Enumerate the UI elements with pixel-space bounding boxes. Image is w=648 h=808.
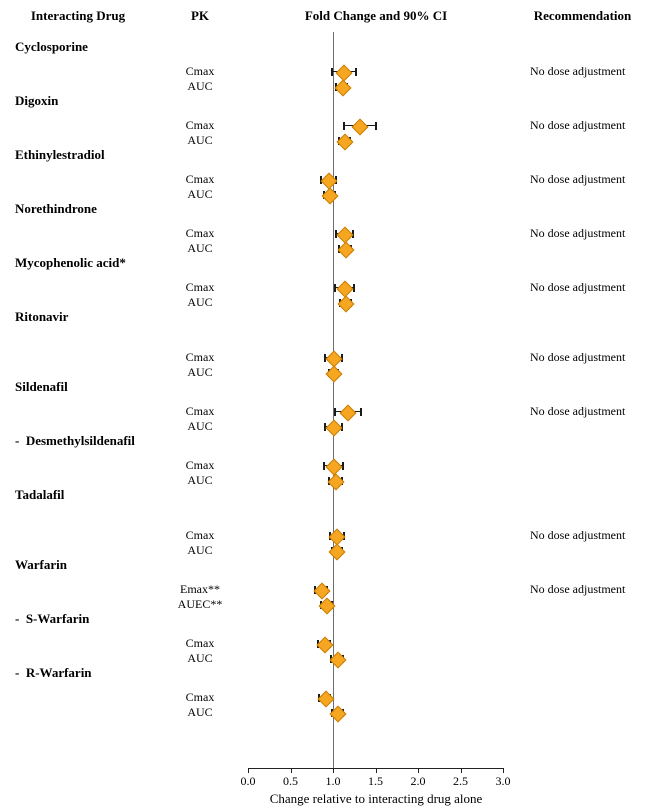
- ci-cap-left: [331, 67, 334, 76]
- pk-parameter-label: AUC: [187, 651, 213, 665]
- x-tick-label: 2.0: [410, 774, 426, 788]
- x-axis-caption: Change relative to interacting drug alon…: [269, 791, 483, 806]
- column-header-recommendation: Recommendation: [533, 8, 632, 23]
- drug-label: Digoxin: [15, 93, 59, 108]
- pk-parameter-label: AUC: [187, 473, 213, 487]
- pk-parameter-label: Cmax: [185, 350, 215, 364]
- ci-cap-left: [333, 283, 336, 292]
- recommendation-text: No dose adjustment: [530, 528, 626, 542]
- ci-cap-left: [324, 422, 327, 431]
- pk-parameter-label: AUC: [187, 187, 213, 201]
- drug-label: Mycophenolic acid*: [15, 255, 126, 270]
- ci-cap-left: [335, 229, 338, 238]
- pk-parameter-label: Cmax: [185, 226, 215, 240]
- ci-cap-left: [343, 121, 346, 130]
- drug-label: Ritonavir: [15, 309, 69, 324]
- drug-label: - S-Warfarin: [15, 611, 90, 626]
- drug-label: Norethindrone: [15, 201, 97, 216]
- drug-label: - Desmethylsildenafil: [15, 433, 135, 448]
- x-tick-mark: [248, 768, 249, 773]
- recommendation-text: No dose adjustment: [530, 172, 626, 186]
- x-tick-mark: [460, 768, 462, 773]
- drug-label: - R-Warfarin: [15, 665, 92, 680]
- ci-cap-right: [342, 461, 345, 470]
- x-tick-label: 1.0: [325, 774, 341, 788]
- drug-label: Warfarin: [15, 557, 67, 572]
- point-estimate-diamond: [339, 404, 357, 421]
- ci-cap-right: [360, 407, 363, 416]
- pk-parameter-label: AUC: [187, 419, 213, 433]
- x-tick-mark: [418, 768, 419, 773]
- ci-cap-left: [322, 461, 325, 470]
- pk-parameter-label: Cmax: [185, 64, 215, 78]
- pk-parameter-label: AUEC**: [177, 597, 223, 611]
- pk-parameter-label: AUC: [187, 133, 213, 147]
- ci-cap-left: [333, 407, 336, 416]
- pk-parameter-label: Cmax: [185, 118, 215, 132]
- recommendation-text: No dose adjustment: [530, 118, 626, 132]
- recommendation-text: No dose adjustment: [530, 280, 626, 294]
- column-header-interacting-drug: Interacting Drug: [30, 8, 126, 23]
- point-estimate-diamond: [317, 690, 334, 707]
- point-estimate-diamond: [325, 458, 343, 475]
- ci-cap-right: [374, 121, 377, 130]
- x-tick-label: 1.5: [368, 774, 383, 788]
- recommendation-text: No dose adjustment: [530, 582, 626, 596]
- recommendation-text: No dose adjustment: [530, 404, 626, 418]
- pk-parameter-label: Cmax: [185, 636, 215, 650]
- recommendation-text: No dose adjustment: [530, 226, 626, 240]
- point-estimate-diamond: [351, 118, 368, 135]
- ci-cap-right: [354, 67, 357, 76]
- column-header-fold-change: Fold Change and 90% CI: [304, 8, 448, 23]
- ci-cap-right: [353, 283, 356, 292]
- recommendation-text: No dose adjustment: [530, 350, 626, 364]
- pk-parameter-label: AUC: [187, 365, 213, 379]
- drug-label: Cyclosporine: [15, 39, 88, 54]
- pk-parameter-label: AUC: [187, 705, 213, 719]
- x-tick-mark: [333, 768, 334, 773]
- drug-label: Ethinylestradiol: [15, 147, 105, 162]
- pk-parameter-label: Cmax: [185, 280, 215, 294]
- x-tick-label: 0.5: [283, 774, 298, 788]
- recommendation-text: No dose adjustment: [530, 64, 626, 78]
- drug-label: Tadalafil: [15, 487, 65, 502]
- pk-parameter-label: Cmax: [185, 404, 215, 418]
- x-tick-label: 2.5: [453, 774, 468, 788]
- pk-parameter-label: AUC: [187, 295, 213, 309]
- column-header-pk: PK: [190, 8, 210, 23]
- pk-parameter-label: Cmax: [185, 458, 215, 472]
- x-tick-mark: [290, 768, 292, 773]
- pk-parameter-label: Cmax: [185, 172, 215, 186]
- pk-parameter-label: Emax**: [180, 582, 220, 596]
- pk-parameter-label: AUC: [187, 79, 213, 93]
- reference-line-at-1: [332, 32, 334, 768]
- pk-parameter-label: Cmax: [185, 690, 215, 704]
- x-tick-mark: [503, 768, 504, 773]
- x-tick-label: 0.0: [240, 774, 256, 788]
- pk-parameter-label: Cmax: [185, 528, 215, 542]
- pk-parameter-label: AUC: [187, 241, 213, 255]
- pk-parameter-label: AUC: [187, 543, 213, 557]
- point-estimate-diamond: [336, 280, 354, 297]
- point-estimate-diamond: [335, 64, 353, 81]
- x-tick-mark: [375, 768, 377, 773]
- x-tick-label: 3.0: [495, 774, 511, 788]
- ci-cap-left: [324, 353, 327, 362]
- drug-label: Sildenafil: [15, 379, 68, 394]
